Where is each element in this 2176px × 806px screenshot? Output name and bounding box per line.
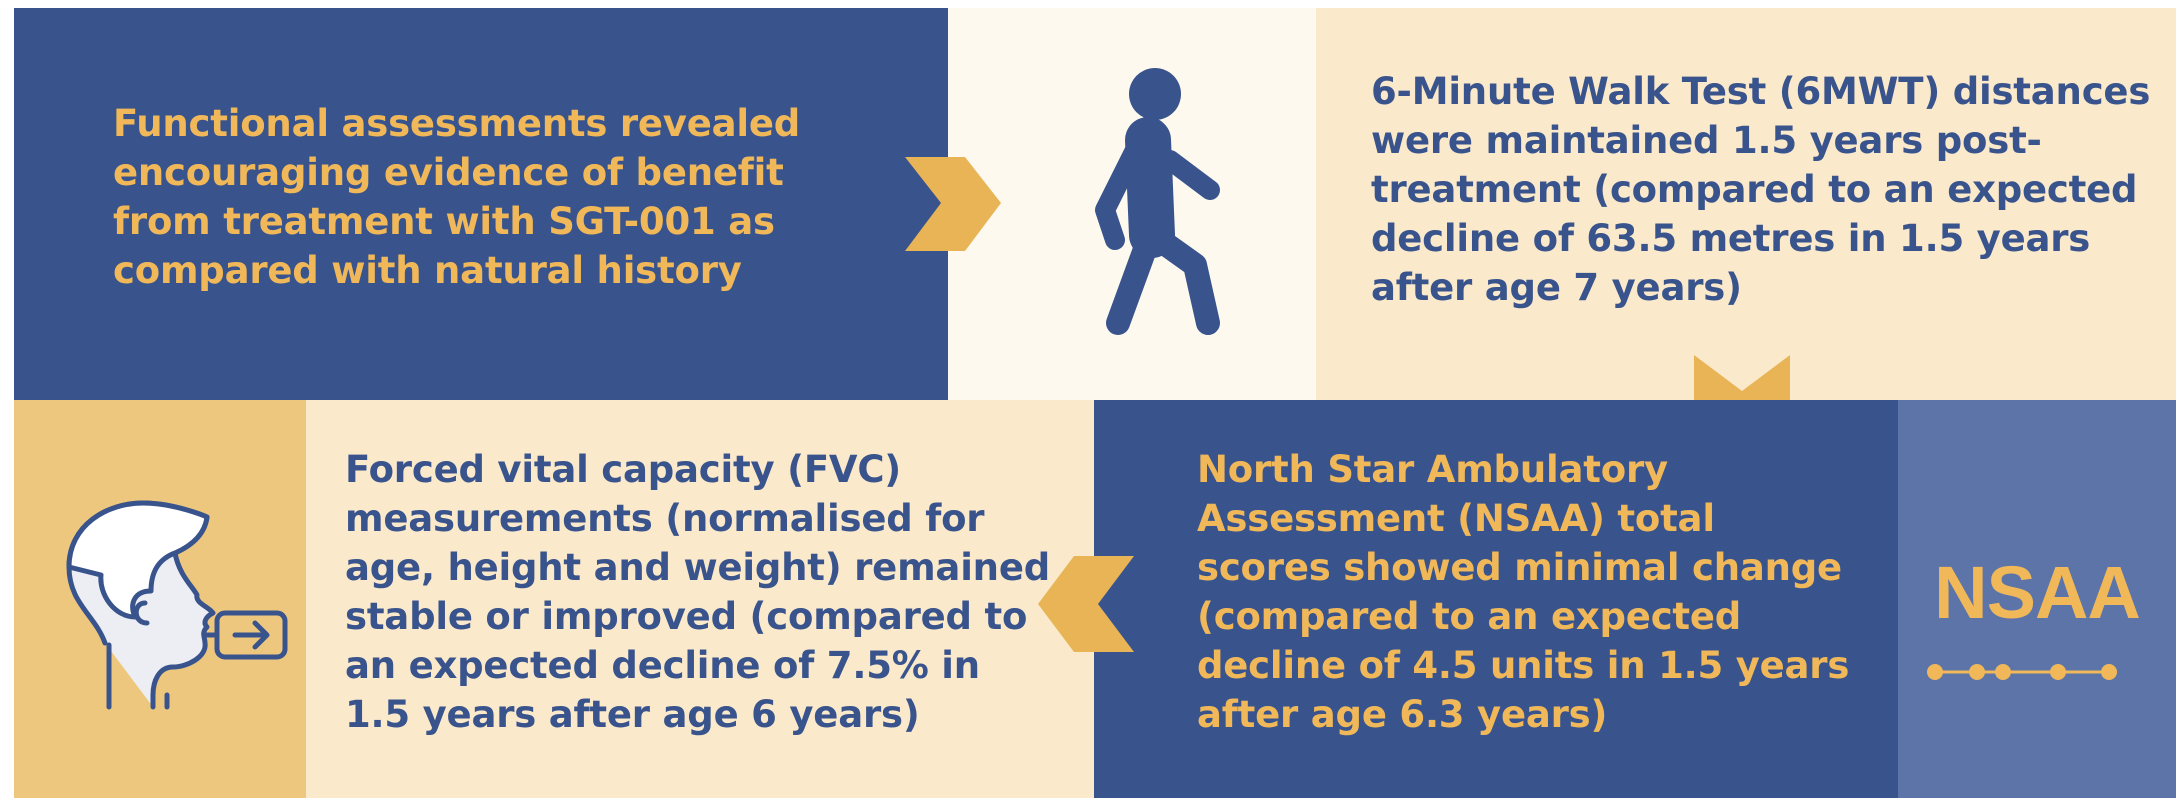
fvc-line: Forced vital capacity (FVC) <box>345 448 901 491</box>
nsaa-line: North Star Ambulatory <box>1197 448 1668 491</box>
intro-line: Functional assessments revealed <box>113 102 801 145</box>
fvc-line: age, height and weight) remained <box>345 546 1051 589</box>
dotted-line-icon <box>1927 664 2117 680</box>
walk-line: 6-Minute Walk Test (6MWT) distances <box>1371 70 2151 113</box>
walk-line: were maintained 1.5 years post- <box>1371 119 2042 162</box>
nsaa-line: Assessment (NSAA) total <box>1197 497 1715 540</box>
nsaa-line: scores showed minimal change <box>1197 546 1842 589</box>
nsaa-text-panel <box>1094 400 1898 798</box>
nsaa-text: North Star Ambulatory Assessment (NSAA) … <box>1197 445 1849 739</box>
nsaa-line: (compared to an expected <box>1197 595 1742 638</box>
intro-text: Functional assessments revealed encourag… <box>113 99 800 295</box>
fvc-line: measurements (normalised for <box>345 497 985 540</box>
walk-text: 6-Minute Walk Test (6MWT) distances were… <box>1371 67 2150 312</box>
walking-person-icon <box>1095 68 1220 335</box>
nsaa-badge-panel <box>1898 400 2176 798</box>
nsaa-line: after age 6.3 years) <box>1197 693 1608 736</box>
intro-line: encouraging evidence of benefit <box>113 151 784 194</box>
walk-line: after age 7 years) <box>1371 266 1742 309</box>
spirometer-person-icon <box>66 500 288 710</box>
fvc-line: 1.5 years after age 6 years) <box>345 693 920 736</box>
intro-line: compared with natural history <box>113 249 742 292</box>
nsaa-badge-label: NSAA <box>1934 551 2141 634</box>
fvc-line: stable or improved (compared to <box>345 595 1028 638</box>
intro-line: from treatment with SGT-001 as <box>113 200 775 243</box>
fvc-line: an expected decline of 7.5% in <box>345 644 980 687</box>
nsaa-line: decline of 4.5 units in 1.5 years <box>1197 644 1850 687</box>
walk-line: treatment (compared to an expected <box>1371 168 2138 211</box>
chevron-left-icon <box>1038 556 1134 652</box>
fvc-text: Forced vital capacity (FVC) measurements… <box>345 445 1050 739</box>
walk-line: decline of 63.5 metres in 1.5 years <box>1371 217 2091 260</box>
chevron-right-icon <box>905 157 1001 251</box>
intro-panel <box>14 8 948 400</box>
fvc-text-panel <box>306 400 1094 798</box>
walk-text-panel <box>1316 8 2176 400</box>
